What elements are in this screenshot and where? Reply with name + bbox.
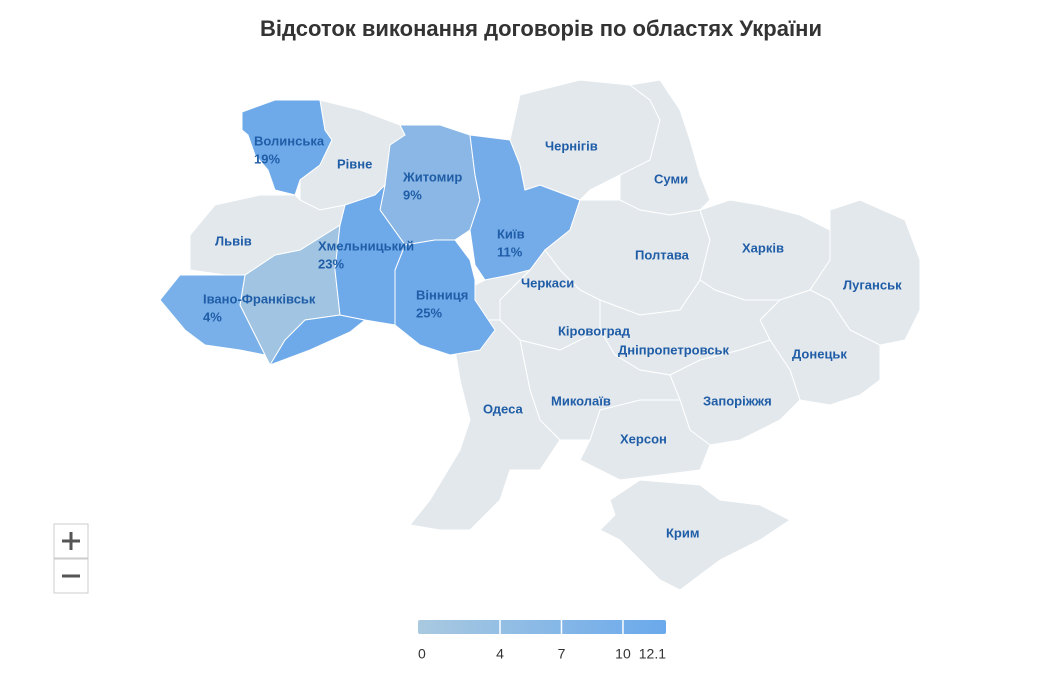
- region-value: 23%: [318, 256, 344, 271]
- region-value: 4%: [203, 309, 222, 324]
- region: [599, 479, 791, 591]
- region-name: Миколаїв: [551, 393, 611, 408]
- region-name: Кіровоград: [558, 323, 631, 338]
- region-name: Донецьк: [792, 346, 847, 361]
- region-name: Дніпропетровськ: [618, 342, 730, 357]
- colorbar-tick-label: 7: [558, 646, 566, 662]
- region-name: Харків: [742, 240, 784, 255]
- region-name: Львів: [215, 233, 252, 248]
- region-value: 9%: [403, 187, 422, 202]
- region-name: Запоріжжя: [703, 393, 772, 408]
- region-name: Київ: [497, 226, 525, 241]
- region-value: 25%: [416, 305, 442, 320]
- region: [379, 124, 481, 246]
- colorbar: [418, 620, 666, 634]
- region-name: Волинська: [254, 133, 325, 148]
- region-name: Житомир: [402, 169, 462, 184]
- region-name: Хмельницький: [318, 238, 414, 253]
- colorbar-tick-label: 4: [496, 646, 504, 662]
- legend: 0 4 7 10 12.1: [418, 620, 666, 662]
- region-name: Крим: [666, 525, 699, 540]
- region-name: Херсон: [620, 431, 667, 446]
- region-name: Суми: [654, 171, 688, 186]
- region: [159, 274, 266, 356]
- regions: [159, 79, 921, 591]
- labels: Волинська 19% Рівне Житомир 9% Київ 11% Чернігі…: [203, 133, 902, 540]
- region-name: Одеса: [483, 401, 523, 416]
- region-value: 11%: [497, 244, 523, 259]
- region-value: 19%: [254, 151, 280, 166]
- region-name: Рівне: [337, 156, 372, 171]
- zoom-in-icon: [62, 532, 80, 550]
- region-name: Черкаси: [521, 275, 574, 290]
- region-name: Полтава: [635, 247, 690, 262]
- region-name: Вінниця: [416, 287, 468, 302]
- colorbar-tick-label: 0: [418, 646, 426, 662]
- zoom-in-button[interactable]: [53, 523, 89, 559]
- colorbar-tick-label: 12.1: [639, 646, 666, 662]
- colorbar-tick-label: 10: [615, 646, 631, 662]
- zoom-out-button[interactable]: [53, 558, 89, 594]
- map-title: Відсоток виконання договорів по областях…: [260, 16, 822, 41]
- region-name: Чернігів: [545, 138, 598, 153]
- region: [409, 319, 561, 531]
- region-name: Луганськ: [843, 277, 902, 292]
- region-name: Івано-Франківськ: [203, 291, 316, 306]
- region: [334, 183, 406, 326]
